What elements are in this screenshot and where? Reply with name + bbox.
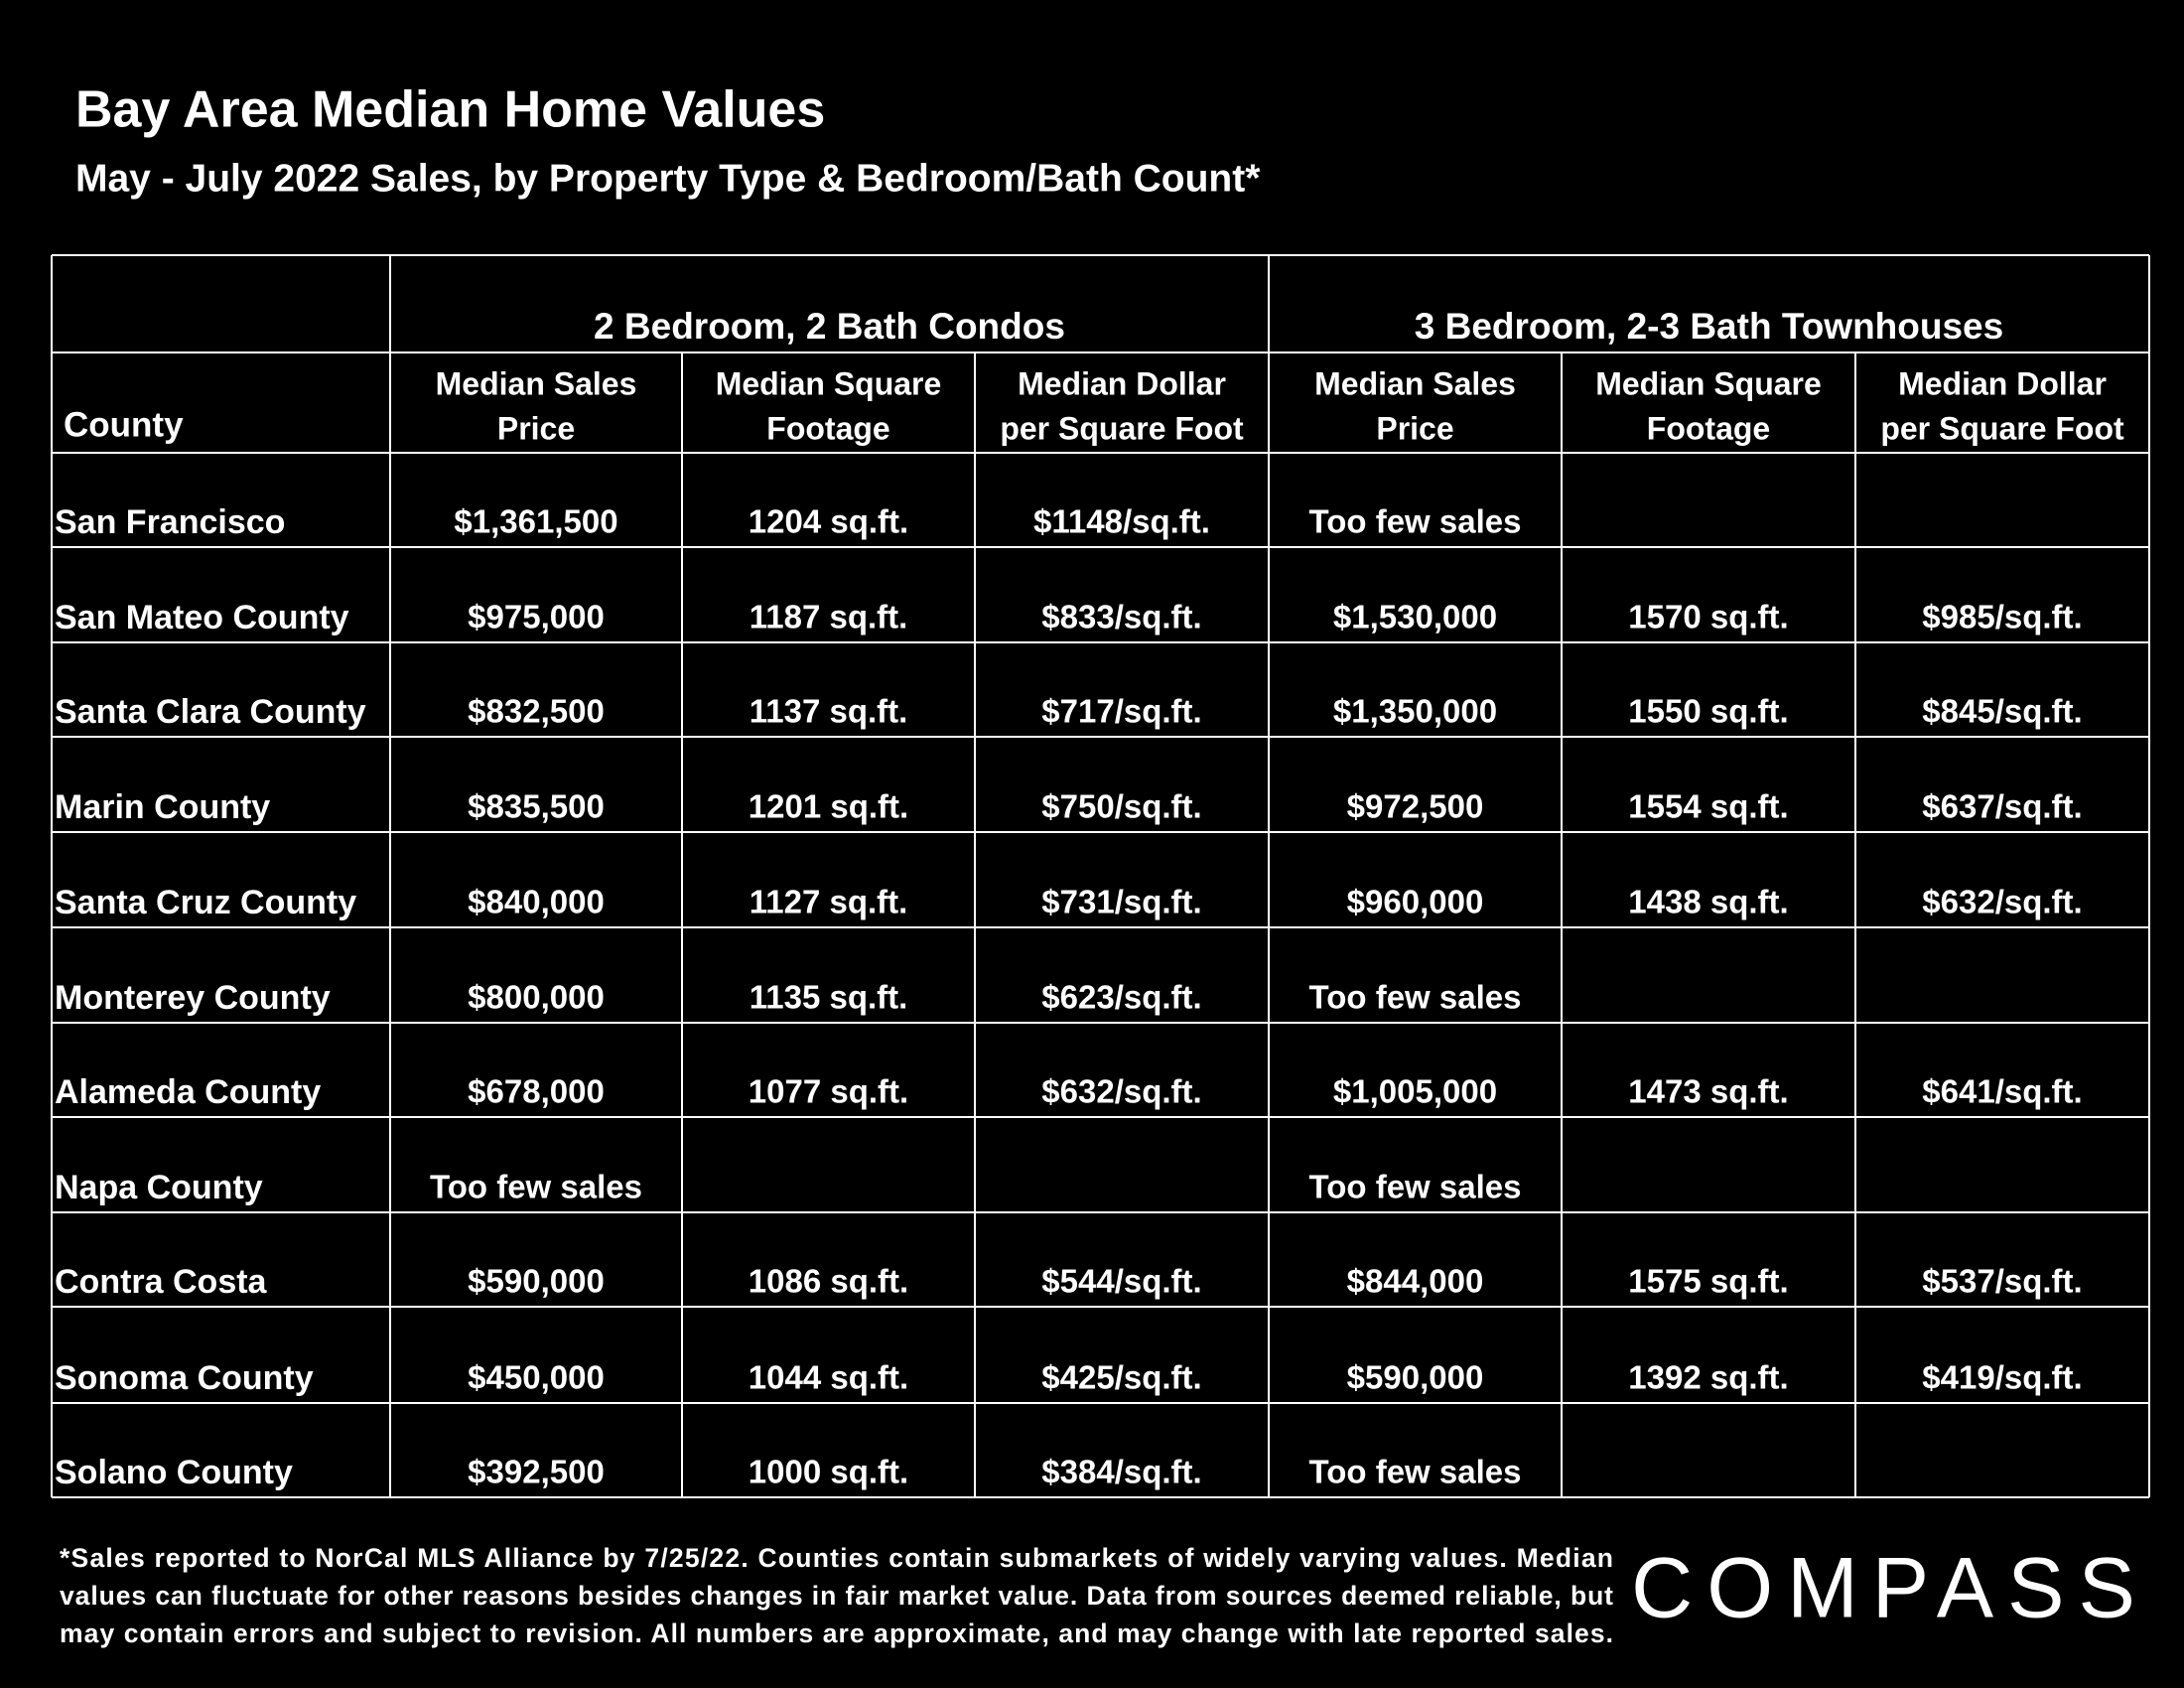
footnote: values can fluctuate for other reasons b… — [60, 1581, 1613, 1611]
column-header: Footage — [766, 410, 889, 446]
cell: $632/sq.ft. — [1041, 1073, 1201, 1110]
cell: 1137 sq.ft. — [750, 693, 908, 730]
cell: $450,000 — [468, 1359, 605, 1396]
footnote: may contain errors and subject to revisi… — [60, 1618, 1613, 1648]
column-header: Median Sales — [1314, 365, 1516, 401]
cell: $985/sq.ft. — [1922, 599, 2082, 635]
column-header: Footage — [1647, 410, 1770, 446]
row-label: Solano County — [55, 1454, 293, 1491]
cell: 1201 sq.ft. — [749, 788, 908, 825]
column-header: Median Dollar — [1898, 365, 2107, 401]
cell: $1,005,000 — [1333, 1073, 1497, 1110]
column-header: Price — [497, 410, 575, 446]
cell: $384/sq.ft. — [1041, 1454, 1201, 1490]
cell: $392,500 — [468, 1454, 605, 1490]
cell: 1044 sq.ft. — [749, 1359, 908, 1396]
cell: $537/sq.ft. — [1922, 1263, 2082, 1300]
cell: Too few sales — [1309, 1169, 1522, 1205]
column-header: Median Square — [1595, 365, 1822, 401]
cell: 1438 sq.ft. — [1628, 884, 1788, 920]
column-header: Median Dollar — [1018, 365, 1226, 401]
cell: 1187 sq.ft. — [750, 599, 908, 635]
row-label: San Mateo County — [55, 599, 349, 636]
row-label: Marin County — [55, 788, 270, 826]
cell: $678,000 — [468, 1073, 605, 1110]
column-header: per Square Foot — [1880, 410, 2124, 446]
cell: $1,530,000 — [1333, 599, 1497, 635]
column-header: Median Square — [716, 365, 942, 401]
row-label: San Francisco — [55, 503, 285, 541]
title: Bay Area Median Home Values — [75, 81, 825, 139]
group-header: 2 Bedroom, 2 Bath Condos — [594, 306, 1065, 347]
cell: 1554 sq.ft. — [1628, 788, 1788, 825]
cell: $844,000 — [1347, 1263, 1484, 1300]
column-header: per Square Foot — [1000, 410, 1244, 446]
cell: 1570 sq.ft. — [1628, 599, 1788, 635]
cell: 1077 sq.ft. — [749, 1073, 908, 1110]
row-label: Sonoma County — [55, 1359, 314, 1397]
cell: $1,361,500 — [454, 503, 617, 540]
cell: Too few sales — [430, 1169, 642, 1205]
cell: $590,000 — [1347, 1359, 1484, 1396]
column-header: Price — [1376, 410, 1453, 446]
cell: 1000 sq.ft. — [749, 1454, 908, 1490]
cell: $632/sq.ft. — [1922, 884, 2082, 920]
cell: Too few sales — [1309, 503, 1522, 540]
column-header: County — [64, 405, 184, 444]
row-label: Santa Cruz County — [55, 884, 356, 921]
cell: $832,500 — [468, 693, 605, 730]
cell: 1135 sq.ft. — [750, 979, 908, 1016]
cell: $637/sq.ft. — [1922, 788, 2082, 825]
cell: $623/sq.ft. — [1041, 979, 1201, 1016]
row-label: Napa County — [55, 1169, 263, 1206]
row-label: Santa Clara County — [55, 693, 366, 731]
cell: Too few sales — [1309, 1454, 1522, 1490]
column-header: Median Sales — [436, 365, 637, 401]
cell: 1473 sq.ft. — [1628, 1073, 1788, 1110]
cell: $425/sq.ft. — [1041, 1359, 1201, 1396]
cell: 1575 sq.ft. — [1628, 1263, 1788, 1300]
cell: $1148/sq.ft. — [1033, 503, 1210, 540]
cell: 1204 sq.ft. — [749, 503, 908, 540]
cell: $731/sq.ft. — [1041, 884, 1201, 920]
cell: 1127 sq.ft. — [750, 884, 908, 920]
cell: $840,000 — [468, 884, 605, 920]
cell: $641/sq.ft. — [1922, 1073, 2082, 1110]
cell: $833/sq.ft. — [1041, 599, 1201, 635]
cell: $590,000 — [468, 1263, 605, 1300]
footnote: *Sales reported to NorCal MLS Alliance b… — [60, 1543, 1613, 1573]
cell: $975,000 — [468, 599, 605, 635]
row-label: Monterey County — [55, 979, 331, 1017]
cell: $750/sq.ft. — [1041, 788, 1201, 825]
cell: $544/sq.ft. — [1041, 1263, 1201, 1300]
group-header: 3 Bedroom, 2-3 Bath Townhouses — [1415, 306, 2003, 347]
logo: COMPASS — [1631, 1541, 2149, 1636]
cell: 1086 sq.ft. — [749, 1263, 908, 1300]
cell: Too few sales — [1309, 979, 1522, 1016]
cell: $800,000 — [468, 979, 605, 1016]
cell: $419/sq.ft. — [1922, 1359, 2082, 1396]
subtitle: May - July 2022 Sales, by Property Type … — [75, 157, 1261, 200]
cell: $1,350,000 — [1333, 693, 1497, 730]
cell: $835,500 — [468, 788, 605, 825]
cell: $972,500 — [1347, 788, 1484, 825]
cell: $845/sq.ft. — [1922, 693, 2082, 730]
cell: 1550 sq.ft. — [1628, 693, 1788, 730]
row-label: Alameda County — [55, 1073, 321, 1111]
row-label: Contra Costa — [55, 1263, 268, 1301]
cell: 1392 sq.ft. — [1628, 1359, 1788, 1396]
cell: $717/sq.ft. — [1041, 693, 1201, 730]
cell: $960,000 — [1347, 884, 1484, 920]
